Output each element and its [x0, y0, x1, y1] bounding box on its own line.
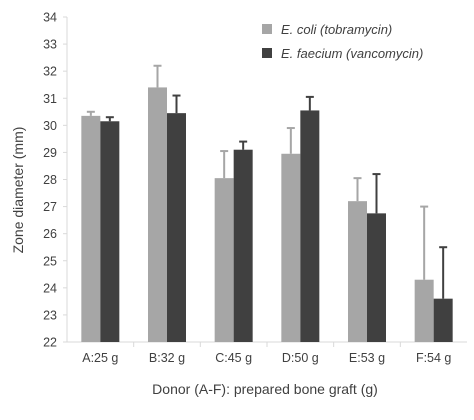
bar-efaecium: [300, 110, 320, 342]
bar-ecoli: [214, 178, 234, 342]
legend-swatch-ecoli: [262, 24, 272, 34]
x-tick-label: A:25 g: [82, 351, 118, 365]
y-axis-ticks: 22 23 24 25 26 27 28 29 30 31 32 33 34: [43, 11, 67, 350]
legend-label-ecoli: E. coli (tobramycin): [281, 22, 392, 37]
bar-ecoli: [81, 115, 101, 343]
legend: E. coli (tobramycin) E. faecium (vancomy…: [262, 22, 423, 61]
y-tick-label: 31: [43, 92, 57, 106]
x-tick-label: E:53 g: [349, 351, 385, 365]
y-tick-label: 34: [43, 11, 57, 25]
y-tick-label: 32: [43, 65, 57, 79]
y-tick-label: 23: [43, 308, 57, 322]
bars-group: [81, 87, 453, 343]
y-tick-label: 27: [43, 200, 57, 214]
bar-efaecium: [167, 113, 186, 342]
bar-ecoli: [148, 87, 167, 343]
y-axis-label: Zone diameter (mm): [10, 127, 26, 254]
bar-ecoli: [348, 201, 367, 342]
y-tick-label: 29: [43, 146, 57, 160]
x-tick-label: B:32 g: [149, 351, 185, 365]
x-tick-label: F:54 g: [416, 351, 451, 365]
error-bars-group: [86, 64, 448, 299]
bar-efaecium: [367, 213, 386, 342]
bar-ecoli: [281, 153, 301, 342]
x-tick-label: D:50 g: [282, 351, 319, 365]
legend-label-efaecium: E. faecium (vancomycin): [281, 46, 423, 61]
bar-efaecium: [233, 149, 253, 342]
y-tick-label: 22: [43, 336, 57, 350]
bar-efaecium: [433, 298, 453, 342]
y-tick-label: 33: [43, 38, 57, 52]
y-tick-label: 24: [43, 281, 57, 295]
y-tick-label: 26: [43, 227, 57, 241]
bar-ecoli: [414, 279, 434, 342]
bar-efaecium: [100, 121, 120, 342]
legend-swatch-efaecium: [262, 48, 272, 58]
y-tick-label: 25: [43, 254, 57, 268]
y-tick-label: 28: [43, 173, 57, 187]
x-axis-ticks: A:25 g B:32 g C:45 g D:50 g E:53 g F:54 g: [82, 342, 451, 365]
x-axis-label: Donor (A-F): prepared bone graft (g): [152, 381, 378, 397]
x-tick-label: C:45 g: [215, 351, 252, 365]
y-tick-label: 30: [43, 119, 57, 133]
